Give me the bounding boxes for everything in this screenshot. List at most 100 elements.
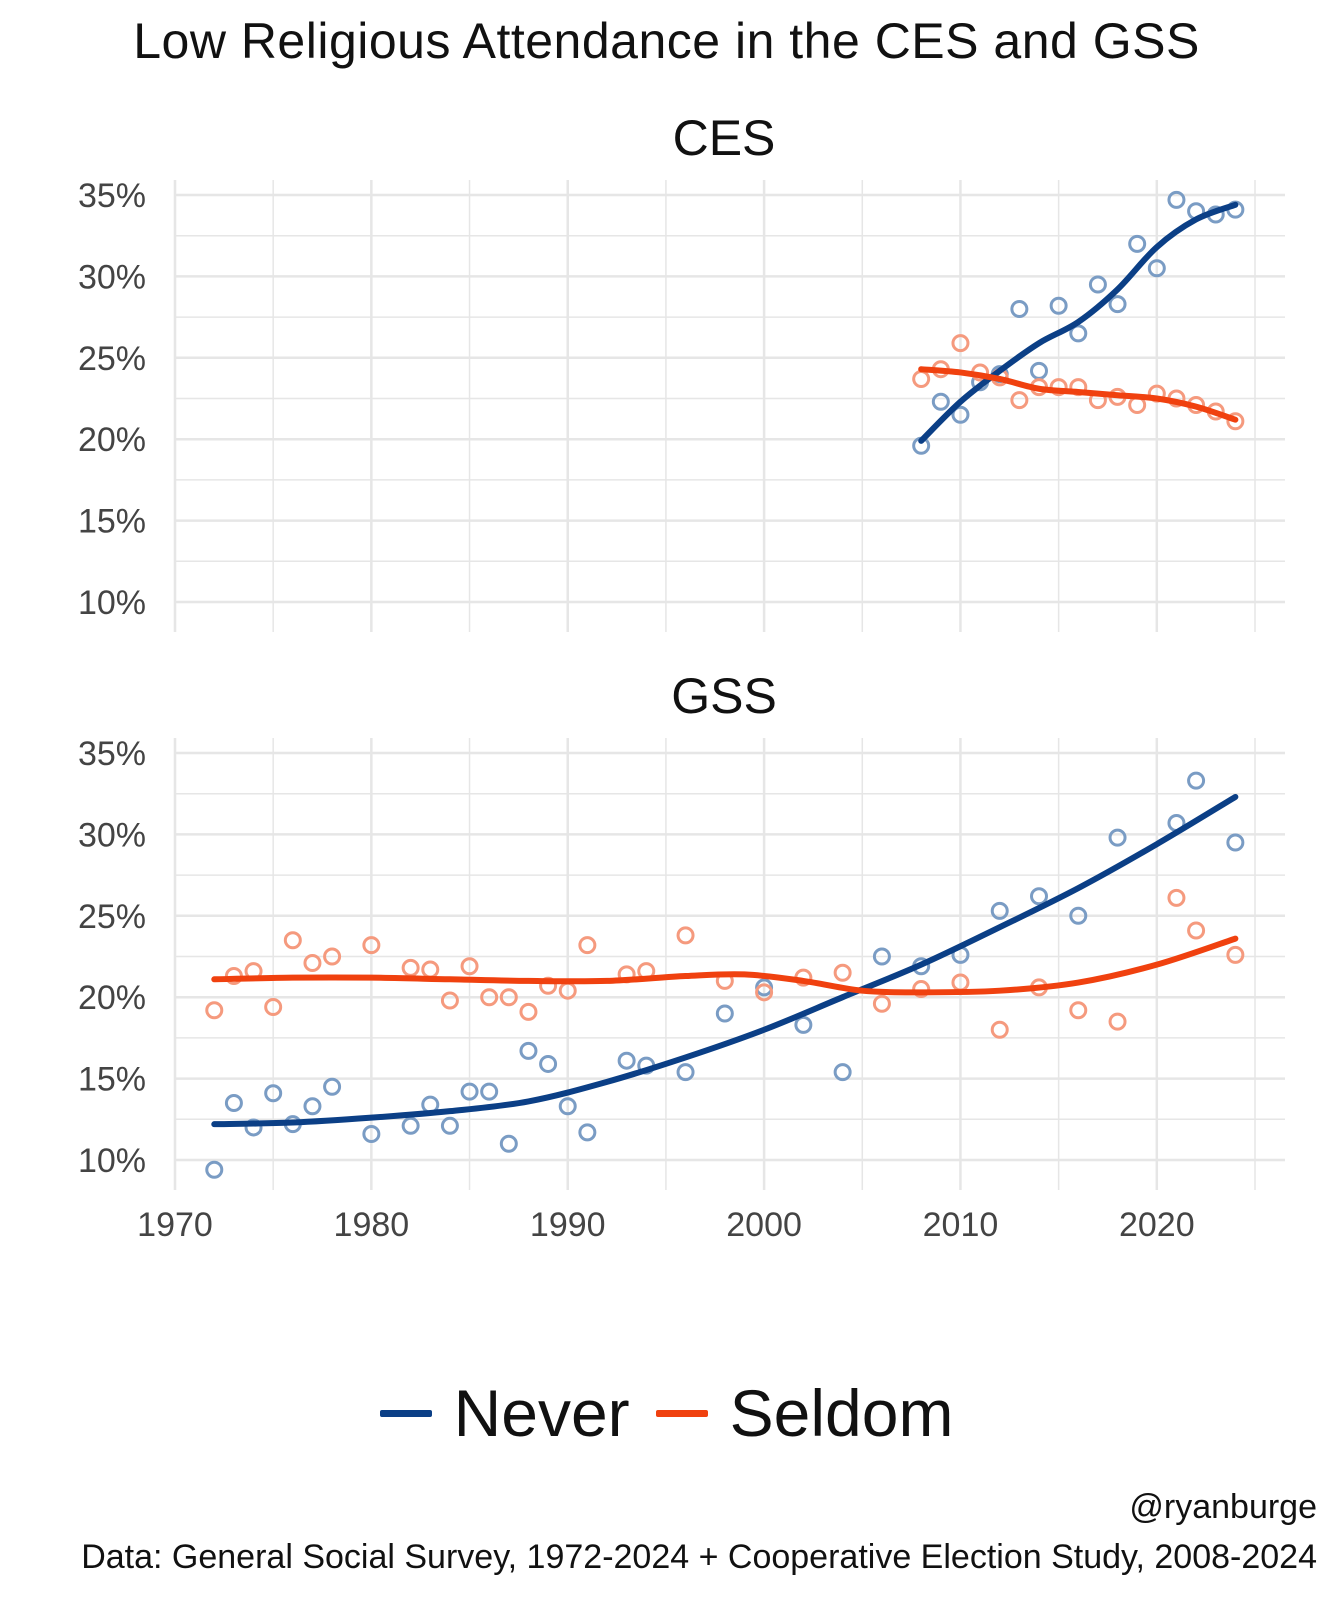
legend-swatch-seldom [655,1409,708,1417]
x-tick-label: 2020 [1119,1206,1195,1244]
data-point-seldom [519,1002,538,1021]
data-point-never [617,1051,636,1070]
trend-line-never [211,793,1239,1128]
data-point-never [1108,828,1127,847]
trend-line-seldom [918,366,1239,423]
y-tick-label: 25% [78,898,146,936]
data-point-seldom [460,957,479,976]
x-tick-label: 2010 [923,1206,999,1244]
data-point-never [303,1097,322,1116]
y-tick-label: 10% [78,1142,146,1180]
data-point-never [480,1082,499,1101]
legend-item-seldom: Seldom [655,1375,954,1451]
legend-label-seldom: Seldom [729,1376,954,1450]
data-point-never [1030,361,1048,380]
data-point-seldom [205,1001,224,1020]
legend: Never Seldom [0,1375,1333,1451]
data-point-never [794,1015,813,1034]
trend-line-seldom [211,935,1239,996]
x-tick-label: 1980 [334,1206,410,1244]
data-point-seldom [1049,378,1068,397]
data-point-never [1108,295,1127,314]
data-point-never [1128,234,1147,253]
x-tick-label: 2000 [726,1206,802,1244]
y-tick-label: 15% [78,1061,146,1099]
data-point-seldom [676,926,695,945]
y-tick-label: 25% [78,340,146,378]
data-point-seldom [303,954,322,973]
y-tick-label: 30% [78,258,146,296]
data-point-never [990,901,1009,920]
data-point-never [872,947,891,966]
data-point-never [951,405,970,424]
y-tick-label: 15% [78,503,146,541]
y-tick-label: 30% [78,816,146,854]
data-point-seldom [1226,945,1245,964]
legend-item-never: Never [379,1375,630,1451]
data-point-seldom [1187,921,1206,940]
data-point-seldom [833,963,852,982]
data-point-seldom [912,980,931,999]
data-point-seldom [578,936,597,955]
data-point-seldom [1069,1001,1088,1020]
data-point-seldom [990,1020,1009,1039]
data-point-never [440,1116,459,1135]
data-point-seldom [401,958,420,977]
data-point-never [833,1063,852,1082]
data-point-never [401,1116,420,1135]
y-tick-label: 10% [78,584,146,622]
data-point-never [1226,833,1245,852]
panel-title-ces: CES [673,110,776,166]
y-tick-label: 20% [78,421,146,459]
x-tick-label: 1970 [137,1206,213,1244]
data-point-seldom [1108,1012,1127,1031]
data-point-never [362,1124,381,1143]
plot-area: CES 10% 15% 20% 25% 30% 35% GSS 10% 15% 20% 25% 30% 3… [78,110,1285,1244]
x-tick-label: 1990 [530,1206,606,1244]
chart-title: Low Religious Attendance in the CES and … [133,13,1200,69]
data-point-never [676,1063,695,1082]
caption: Data: General Social Survey, 1972-2024 +… [81,1538,1317,1576]
data-point-never [323,1077,342,1096]
data-point-never [1147,259,1166,278]
data-point-never [1167,190,1186,209]
data-point-never [1030,887,1048,906]
data-point-never [1088,275,1107,294]
y-tick-label: 35% [78,177,146,215]
data-point-seldom [1167,888,1186,907]
data-point-never [558,1097,577,1116]
data-point-seldom [912,369,931,388]
data-point-never [499,1134,518,1153]
trend-line-never [918,201,1239,444]
data-point-never [539,1054,558,1073]
data-point-seldom [264,997,283,1016]
data-point-never [578,1123,597,1142]
data-point-never [1010,299,1029,318]
data-point-seldom [1010,391,1029,410]
data-point-seldom [323,947,342,966]
data-point-never [1069,906,1088,925]
data-point-never [1049,296,1068,315]
y-tick-label: 35% [78,735,146,773]
data-point-seldom [499,988,518,1007]
panel-title-gss: GSS [671,668,777,724]
data-point-seldom [755,983,774,1002]
data-point-never [715,1004,734,1023]
credit: @ryanburge [1129,1488,1317,1526]
data-point-never [1187,771,1206,790]
data-point-seldom [951,334,970,353]
data-point-seldom [440,991,459,1010]
data-point-never [224,1094,243,1113]
data-point-never [244,1118,263,1137]
data-point-never [264,1084,283,1103]
data-point-seldom [421,960,440,979]
data-point-seldom [872,994,891,1013]
data-point-never [1069,324,1088,343]
data-point-seldom [1226,412,1245,431]
data-point-seldom [362,936,381,955]
data-point-seldom [480,988,499,1007]
data-point-never [205,1160,224,1179]
y-tick-label: 20% [78,979,146,1017]
data-point-never [460,1082,479,1101]
data-point-never [519,1041,538,1060]
